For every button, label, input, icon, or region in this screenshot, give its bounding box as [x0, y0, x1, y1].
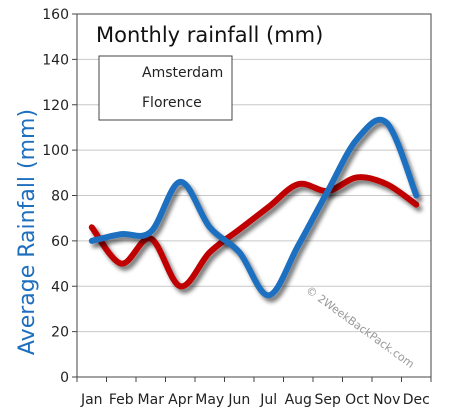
x-tick-label: Nov: [373, 392, 400, 408]
x-tick-label: Feb: [109, 392, 134, 408]
y-tick-label: 100: [42, 143, 69, 159]
y-tick-label: 20: [51, 325, 69, 341]
x-tick-label: Mar: [138, 392, 165, 408]
y-tick-labels: 0 20 40 60 80 100 120 140 160: [42, 7, 69, 386]
y-tick-label: 80: [51, 189, 69, 205]
x-tick-label: Jun: [227, 392, 250, 408]
x-tick-label: May: [195, 392, 224, 408]
legend-box: [98, 55, 233, 121]
y-tick-label: 120: [42, 98, 69, 114]
x-tick-labels: Jan Feb Mar Apr May Jun Jul Aug Sep Oct Nov Dec: [80, 392, 430, 408]
y-tick-label: 140: [42, 52, 69, 68]
legend-label-florence: Florence: [142, 95, 202, 111]
x-tick-label: Aug: [285, 392, 312, 408]
axes: [72, 13, 432, 382]
x-tick-label: Dec: [403, 392, 430, 408]
y-tick-label: 60: [51, 234, 69, 250]
x-tick-label: Jul: [259, 392, 277, 408]
x-tick-label: Apr: [168, 392, 192, 408]
legend-label-amsterdam: Amsterdam: [142, 65, 223, 81]
x-tick-label: Jan: [80, 392, 103, 408]
series-line-amsterdam: [88, 174, 420, 290]
y-tick-label: 160: [42, 7, 69, 23]
series-line-florence: [88, 116, 420, 299]
x-tick-label: Oct: [345, 392, 370, 408]
y-axis-label: Average Rainfall (mm): [15, 109, 40, 355]
watermark-text: © 2WeekBackPack.com: [303, 284, 416, 371]
series-lines: [88, 116, 420, 299]
x-tick-label: Sep: [315, 392, 342, 408]
chart-title: Monthly rainfall (mm): [96, 23, 323, 47]
y-tick-label: 0: [60, 370, 69, 386]
legend: Amsterdam Florence: [98, 55, 233, 121]
y-tick-label: 40: [51, 279, 69, 295]
